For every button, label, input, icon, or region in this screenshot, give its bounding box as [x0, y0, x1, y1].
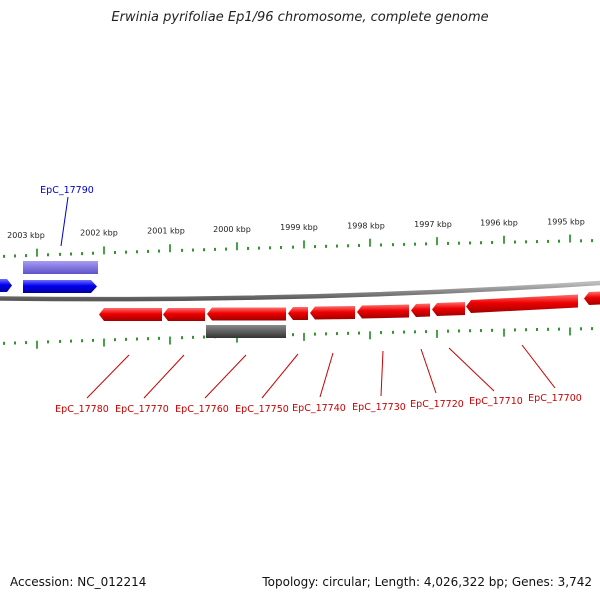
scale-ticks-upper — [3, 234, 593, 258]
map-title: Erwinia pyrifoliae Ep1/96 chromosome, co… — [111, 10, 489, 25]
reverse-gene-arrow-partial[interactable] — [584, 291, 600, 306]
gene-label-reverse[interactable]: EpC_17750 — [235, 404, 289, 415]
gene-label-reverse[interactable]: EpC_17740 — [292, 403, 346, 414]
reverse-gene-arrow[interactable] — [288, 307, 308, 320]
label-leader-line — [420, 348, 437, 394]
label-leader-line — [261, 353, 299, 399]
chromosome-backbone — [0, 280, 600, 302]
scale-tick-label: 1998 kbp — [347, 221, 385, 230]
gene-label-reverse[interactable]: EpC_17780 — [55, 404, 109, 415]
reverse-gene-arrow[interactable] — [466, 294, 578, 314]
label-leader-line — [60, 196, 69, 247]
label-leader-line — [143, 354, 185, 399]
scale-tick-label: 2001 kbp — [147, 227, 185, 236]
scale-tick-label: 1999 kbp — [280, 223, 318, 232]
scale-ticks-lower — [3, 327, 593, 349]
scale-tick-label: 1995 kbp — [547, 218, 585, 227]
reverse-gene-arrow[interactable] — [357, 304, 409, 319]
reverse-gene-arrow[interactable] — [99, 308, 162, 321]
gene-label-reverse[interactable]: EpC_17710 — [469, 396, 523, 407]
genome-summary-text: Topology: circular; Length: 4,026,322 bp… — [262, 575, 592, 589]
label-leader-line — [380, 350, 384, 397]
scale-tick-label: 2002 kbp — [80, 229, 118, 238]
forward-cds-feature[interactable] — [23, 261, 98, 274]
reverse-gene-arrow[interactable] — [310, 306, 355, 320]
reverse-gene-arrow[interactable] — [207, 307, 286, 321]
gene-label-reverse[interactable]: EpC_17720 — [410, 399, 464, 410]
gene-label-reverse[interactable]: EpC_17700 — [528, 393, 582, 404]
gene-label-forward[interactable]: EpC_17790 — [40, 185, 94, 196]
scale-tick-label: 2000 kbp — [213, 225, 251, 234]
reverse-gene-track — [99, 291, 600, 321]
scale-tick-label: 1996 kbp — [480, 219, 518, 228]
label-leader-line — [319, 352, 334, 398]
scale-labels: 2003 kbp 2002 kbp 2001 kbp 2000 kbp 1999 kbp… — [7, 218, 585, 241]
reverse-gene-arrow[interactable] — [163, 308, 205, 321]
gene-label-reverse[interactable]: EpC_17760 — [175, 404, 229, 415]
label-leader-line — [204, 354, 247, 399]
reverse-gene-arrow[interactable] — [432, 302, 465, 316]
accession-text: Accession: NC_012214 — [10, 575, 147, 589]
gene-label-reverse[interactable]: EpC_17730 — [352, 402, 406, 413]
forward-gene-arrow-partial[interactable] — [0, 279, 12, 292]
label-leader-line — [521, 344, 556, 389]
scale-tick-label: 2003 kbp — [7, 231, 45, 240]
reverse-cds-feature[interactable] — [206, 325, 286, 338]
label-leader-line — [448, 347, 495, 392]
scale-tick-label: 1997 kbp — [414, 220, 452, 229]
reverse-gene-labels: EpC_17780 EpC_17770 EpC_17760 EpC_17750 … — [55, 344, 582, 415]
label-leader-line — [86, 354, 130, 399]
reverse-gene-arrow[interactable] — [411, 303, 430, 318]
gene-label-reverse[interactable]: EpC_17770 — [115, 404, 169, 415]
forward-gene-arrow[interactable] — [23, 280, 97, 293]
